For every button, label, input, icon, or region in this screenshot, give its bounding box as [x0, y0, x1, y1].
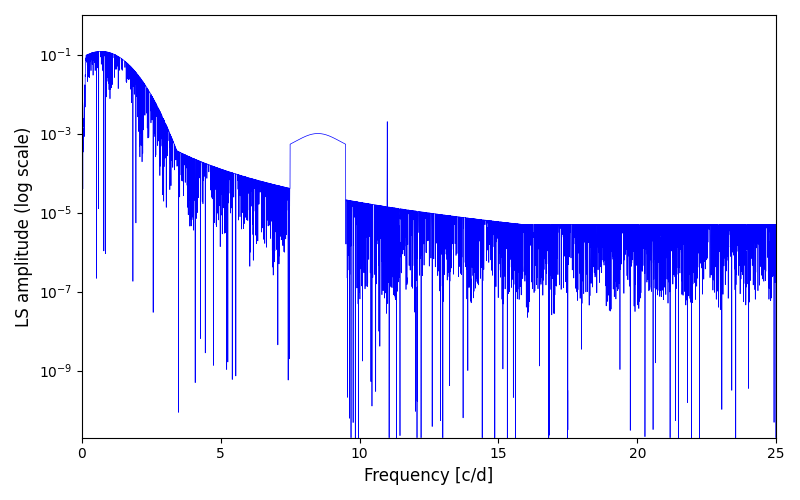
Y-axis label: LS amplitude (log scale): LS amplitude (log scale)	[15, 126, 33, 326]
X-axis label: Frequency [c/d]: Frequency [c/d]	[364, 467, 494, 485]
